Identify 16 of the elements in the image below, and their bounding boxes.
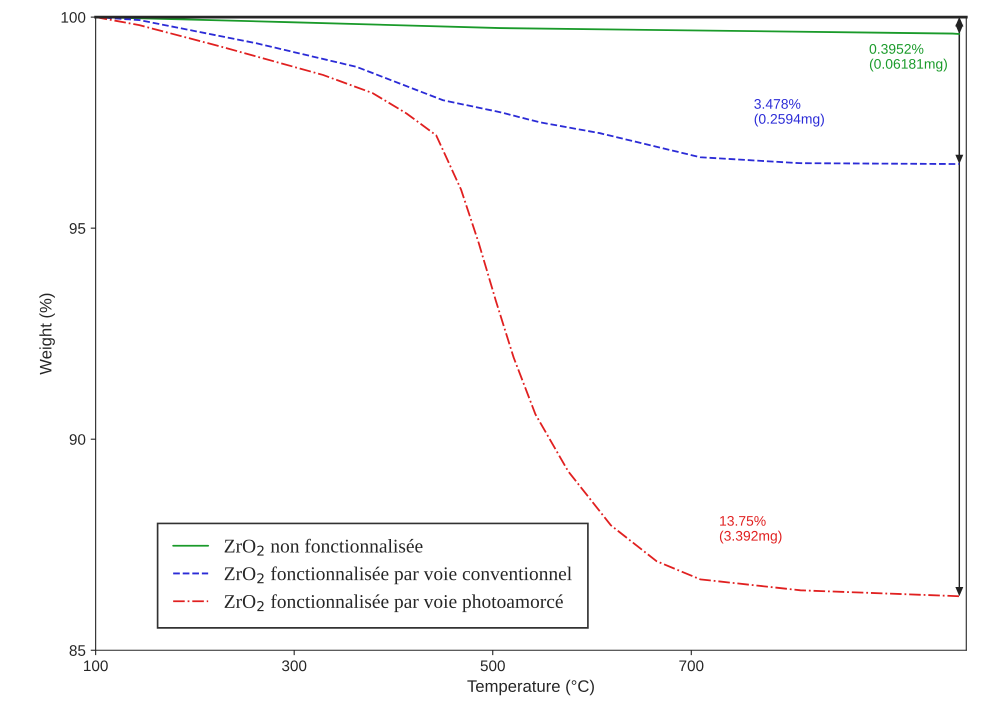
y-tick-label: 85: [70, 645, 86, 656]
x-axis-title: Temperature (°C): [467, 680, 594, 696]
y-tick-label: 90: [70, 434, 86, 445]
annotation: 13.75% (3.392mg): [720, 516, 782, 544]
legend-label: ZrO$_{2}$ non fonctionnalisée: [224, 538, 422, 556]
x-tick-label: 100: [84, 660, 108, 672]
y-tick-label: 100: [62, 12, 86, 23]
annotation: 3.478% (0.2594mg): [754, 99, 824, 127]
annotation: 0.3952% (0.06181mg): [870, 44, 947, 72]
x-tick-label: 500: [480, 660, 505, 672]
x-tick-label: 700: [679, 660, 704, 672]
y-axis-title: Weight (%): [39, 294, 55, 375]
y-tick-label: 95: [70, 223, 86, 234]
legend-label: ZrO$_{2}$ fonctionnalisée par voie conventionnel: [224, 566, 572, 584]
legend-label: ZrO$_{2}$ fonctionnalisée par voie photoamorcé: [224, 594, 563, 612]
x-tick-label: 300: [282, 660, 306, 672]
